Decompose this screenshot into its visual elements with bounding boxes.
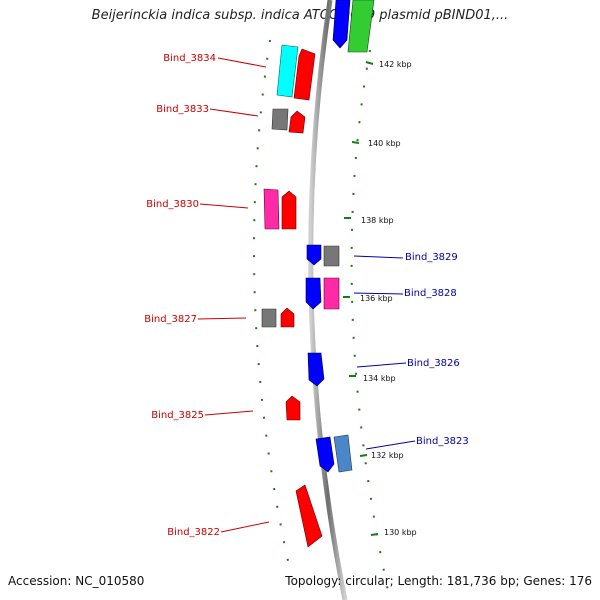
accession-text: Accession: NC_010580: [8, 574, 145, 588]
gene-label-bind-3828[interactable]: Bind_3828: [404, 288, 457, 299]
topology-info-text: Topology: circular; Length: 181,736 bp; …: [285, 574, 592, 588]
kbp-label-132: 132 kbp: [371, 451, 404, 460]
gene-label-bind-3829[interactable]: Bind_3829: [405, 252, 458, 263]
gene-bind-3825[interactable]: [285, 395, 301, 421]
kbp-label-136: 136 kbp: [360, 294, 393, 303]
gene-bind-3833[interactable]: [288, 110, 306, 134]
leader-lines-left: [197, 57, 270, 533]
leader-lines-right: [353, 255, 416, 450]
gene-label-bind-3834[interactable]: Bind_3834: [163, 53, 216, 64]
kbp-label-134: 134 kbp: [363, 374, 396, 383]
map-title: Beijerinckia indica subsp. indica ATCC 9…: [91, 8, 509, 23]
gene-bind-3826[interactable]: [307, 352, 325, 387]
gene-bind-3827-gray[interactable]: [261, 308, 277, 328]
kbp-ticks: [343, 61, 379, 536]
gene-bind-3827[interactable]: [280, 307, 295, 328]
gene-bind-3822[interactable]: [295, 484, 323, 548]
gene-label-bind-3823[interactable]: Bind_3823: [416, 436, 469, 447]
gene-bind-3829-gray[interactable]: [323, 245, 340, 267]
outer-track: [350, 49, 391, 600]
gene-label-bind-3830[interactable]: Bind_3830: [146, 199, 199, 210]
inner-track: [253, 39, 291, 571]
gene-bind-3833-gray[interactable]: [271, 108, 289, 131]
gene-bind-3823-steelblue[interactable]: [333, 434, 353, 473]
kbp-label-142: 142 kbp: [379, 60, 412, 69]
gene-bind-3829[interactable]: [306, 244, 322, 266]
gene-bind-3834-cyan[interactable]: [276, 44, 299, 98]
gene-bind-3834[interactable]: [293, 48, 316, 101]
kbp-label-138: 138 kbp: [361, 216, 394, 225]
gene-label-bind-3827[interactable]: Bind_3827: [144, 314, 197, 325]
gene-label-bind-3826[interactable]: Bind_3826: [407, 358, 460, 369]
gene-top-blue[interactable]: [332, 0, 351, 49]
gene-bind-3830[interactable]: [281, 190, 297, 230]
gene-bind-3828-magenta[interactable]: [323, 277, 340, 310]
gene-label-bind-3825[interactable]: Bind_3825: [151, 410, 204, 421]
gene-label-bind-3822[interactable]: Bind_3822: [167, 527, 220, 538]
gene-bind-3823[interactable]: [315, 436, 335, 473]
gene-bind-3828[interactable]: [305, 277, 322, 310]
gene-label-bind-3833[interactable]: Bind_3833: [156, 104, 209, 115]
kbp-label-140: 140 kbp: [368, 139, 401, 148]
kbp-label-130: 130 kbp: [384, 528, 417, 537]
gene-top-green[interactable]: [347, 0, 375, 53]
gene-bind-3830-magenta[interactable]: [263, 188, 280, 230]
